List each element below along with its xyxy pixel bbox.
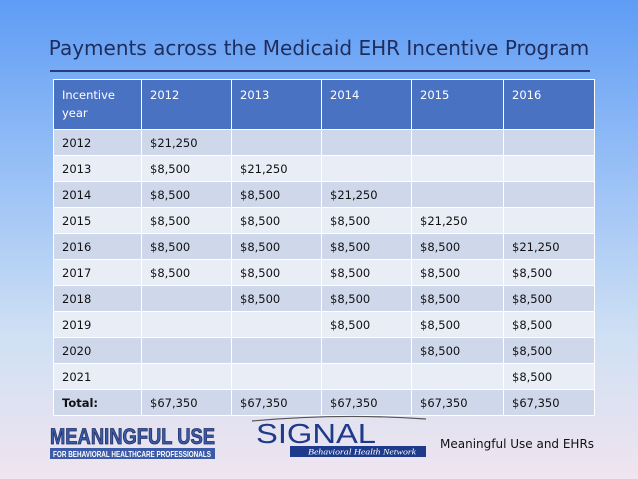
- total-cell: $67,350: [231, 389, 322, 416]
- payment-cell: $21,250: [411, 207, 504, 234]
- table-row: 2020 $8,500 $8,500: [53, 337, 595, 364]
- header-cell: 2012: [141, 79, 232, 130]
- table-row: 2021 $8,500: [53, 363, 595, 390]
- total-cell: $67,350: [321, 389, 412, 416]
- table-row: 2019 $8,500 $8,500 $8,500: [53, 311, 595, 338]
- header-cell: 2016: [503, 79, 595, 130]
- payment-cell: [231, 311, 322, 338]
- payment-cell: [321, 337, 412, 364]
- payment-cell: [411, 181, 504, 208]
- payment-cell: [503, 181, 595, 208]
- meaningful-use-logo: MEANINGFUL USE FOR BEHAVIORAL HEALTHCARE…: [50, 424, 215, 459]
- row-year-cell: 2020: [53, 337, 142, 364]
- payment-cell: [141, 363, 232, 390]
- payment-cell: $8,500: [411, 233, 504, 260]
- payment-cell: [503, 129, 595, 156]
- table-row: 2016 $8,500 $8,500 $8,500 $8,500 $21,250: [53, 233, 595, 260]
- signal-logo-text: SIGNAL: [256, 418, 376, 449]
- row-year-cell: 2021: [53, 363, 142, 390]
- payment-cell: $8,500: [231, 285, 322, 312]
- payment-cell: [231, 337, 322, 364]
- payment-cell: $21,250: [503, 233, 595, 260]
- payment-cell: $8,500: [141, 259, 232, 286]
- payment-cell: $8,500: [503, 259, 595, 286]
- table-row: 2014 $8,500 $8,500 $21,250: [53, 181, 595, 208]
- payment-cell: [321, 363, 412, 390]
- payments-table: Incentive year 2012 2013 2014 2015 2016 …: [53, 79, 595, 416]
- total-cell: $67,350: [411, 389, 504, 416]
- payment-cell: $8,500: [321, 311, 412, 338]
- payment-cell: $8,500: [411, 259, 504, 286]
- header-cell: 2015: [411, 79, 504, 130]
- slide-title: Payments across the Medicaid EHR Incenti…: [48, 36, 590, 60]
- payment-cell: $8,500: [231, 259, 322, 286]
- row-year-cell: 2019: [53, 311, 142, 338]
- row-year-cell: 2012: [53, 129, 142, 156]
- payment-cell: [141, 285, 232, 312]
- meaningful-use-logo-text: MEANINGFUL USE: [50, 424, 215, 449]
- total-cell: $67,350: [503, 389, 595, 416]
- title-underline: [50, 70, 590, 72]
- payment-cell: $8,500: [141, 181, 232, 208]
- total-label: Total:: [53, 389, 142, 416]
- signal-logo: SIGNAL Behavioral Health Network: [251, 415, 427, 457]
- payment-cell: [411, 363, 504, 390]
- payment-cell: [321, 155, 412, 182]
- payment-cell: $8,500: [231, 181, 322, 208]
- payment-cell: [141, 311, 232, 338]
- row-year-cell: 2016: [53, 233, 142, 260]
- row-year-cell: 2018: [53, 285, 142, 312]
- payment-cell: $8,500: [141, 155, 232, 182]
- payment-cell: [503, 207, 595, 234]
- payment-cell: $8,500: [411, 285, 504, 312]
- header-cell: 2014: [321, 79, 412, 130]
- table-row: 2013 $8,500 $21,250: [53, 155, 595, 182]
- row-year-cell: 2014: [53, 181, 142, 208]
- payment-cell: $8,500: [141, 207, 232, 234]
- payment-cell: $8,500: [321, 285, 412, 312]
- row-year-cell: 2013: [53, 155, 142, 182]
- row-year-cell: 2017: [53, 259, 142, 286]
- payment-cell: [231, 363, 322, 390]
- payment-cell: [231, 129, 322, 156]
- payment-cell: $8,500: [503, 311, 595, 338]
- table-header-row: Incentive year 2012 2013 2014 2015 2016: [53, 79, 595, 130]
- payment-cell: $8,500: [503, 337, 595, 364]
- payment-cell: $8,500: [141, 233, 232, 260]
- payment-cell: [141, 337, 232, 364]
- payment-cell: $8,500: [321, 259, 412, 286]
- footer-text: Meaningful Use and EHRs: [440, 437, 595, 451]
- table-row: 2018 $8,500 $8,500 $8,500 $8,500: [53, 285, 595, 312]
- header-cell: Incentive year: [53, 79, 142, 130]
- table-row: 2015 $8,500 $8,500 $8,500 $21,250: [53, 207, 595, 234]
- payment-cell: [321, 129, 412, 156]
- meaningful-use-logo-subtitle: FOR BEHAVIORAL HEALTHCARE PROFESSIONALS: [53, 450, 212, 459]
- payment-cell: $21,250: [141, 129, 232, 156]
- payment-cell: $21,250: [321, 181, 412, 208]
- payment-cell: [411, 129, 504, 156]
- payment-cell: $8,500: [411, 311, 504, 338]
- payment-cell: $8,500: [231, 233, 322, 260]
- payment-cell: $8,500: [321, 207, 412, 234]
- total-cell: $67,350: [141, 389, 232, 416]
- header-cell: 2013: [231, 79, 322, 130]
- table-row: 2012 $21,250: [53, 129, 595, 156]
- payment-cell: $8,500: [231, 207, 322, 234]
- row-year-cell: 2015: [53, 207, 142, 234]
- payment-cell: $8,500: [503, 285, 595, 312]
- payment-cell: $8,500: [411, 337, 504, 364]
- signal-logo-tagline: Behavioral Health Network: [308, 448, 417, 457]
- table-row: 2017 $8,500 $8,500 $8,500 $8,500 $8,500: [53, 259, 595, 286]
- payment-cell: $8,500: [321, 233, 412, 260]
- payment-cell: [503, 155, 595, 182]
- payment-cell: [411, 155, 504, 182]
- payment-cell: $21,250: [231, 155, 322, 182]
- payment-cell: $8,500: [503, 363, 595, 390]
- total-row: Total: $67,350 $67,350 $67,350 $67,350 $…: [53, 389, 595, 416]
